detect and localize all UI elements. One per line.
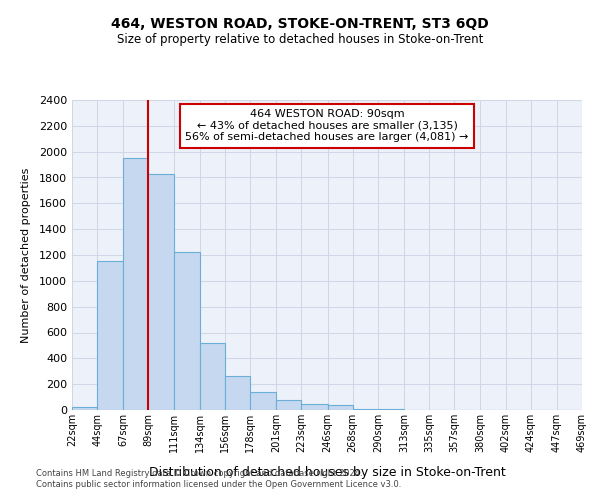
Y-axis label: Number of detached properties: Number of detached properties [20,168,31,342]
Text: Size of property relative to detached houses in Stoke-on-Trent: Size of property relative to detached ho… [117,32,483,46]
X-axis label: Distribution of detached houses by size in Stoke-on-Trent: Distribution of detached houses by size … [149,466,505,479]
Bar [173,252,200,410]
Bar [124,158,148,410]
Text: 464 WESTON ROAD: 90sqm
← 43% of detached houses are smaller (3,135)
56% of semi-: 464 WESTON ROAD: 90sqm ← 43% of detached… [185,110,469,142]
Bar [250,392,276,410]
Bar [301,404,328,410]
Bar [328,406,353,410]
Text: Contains public sector information licensed under the Open Government Licence v3: Contains public sector information licen… [36,480,401,489]
Bar [148,174,173,410]
Bar [225,376,250,410]
Bar [97,262,124,410]
Bar [276,400,301,410]
Text: 464, WESTON ROAD, STOKE-ON-TRENT, ST3 6QD: 464, WESTON ROAD, STOKE-ON-TRENT, ST3 6Q… [111,18,489,32]
Bar [353,408,378,410]
Bar [72,407,97,410]
Text: Contains HM Land Registry data © Crown copyright and database right 2024.: Contains HM Land Registry data © Crown c… [36,468,362,477]
Bar [200,343,225,410]
